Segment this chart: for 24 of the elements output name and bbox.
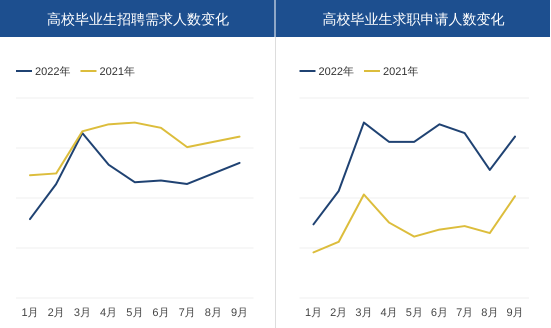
x-tick-label: 6月: [152, 307, 170, 319]
x-tick-label: 2月: [330, 307, 348, 319]
legend-label: 2022年: [318, 66, 354, 78]
x-tick-label: 7月: [456, 307, 474, 319]
x-tick-label: 1月: [304, 307, 322, 319]
x-tick-label: 3月: [74, 307, 91, 319]
x-tick-label: 6月: [430, 307, 448, 319]
x-tick-label: 5月: [406, 307, 423, 319]
legend-label: 2022年: [35, 66, 70, 78]
x-tick-label: 7月: [178, 307, 196, 319]
x-tick-label: 4月: [100, 307, 118, 319]
x-tick-label: 5月: [126, 307, 144, 319]
x-tick-label: 1月: [21, 307, 39, 319]
x-tick-label: 9月: [506, 307, 524, 319]
legend-label: 2021年: [99, 66, 135, 78]
x-tick-label: 8月: [204, 307, 222, 319]
chart-title: 高校毕业生招聘需求人数变化: [46, 11, 229, 27]
x-tick-label: 9月: [230, 307, 248, 319]
chart-title: 高校毕业生求职申请人数变化: [322, 11, 504, 27]
x-tick-label: 8月: [481, 307, 498, 319]
legend-label: 2021年: [382, 66, 418, 78]
x-tick-label: 3月: [355, 307, 372, 319]
x-tick-label: 4月: [380, 307, 398, 319]
x-tick-label: 2月: [48, 307, 65, 319]
